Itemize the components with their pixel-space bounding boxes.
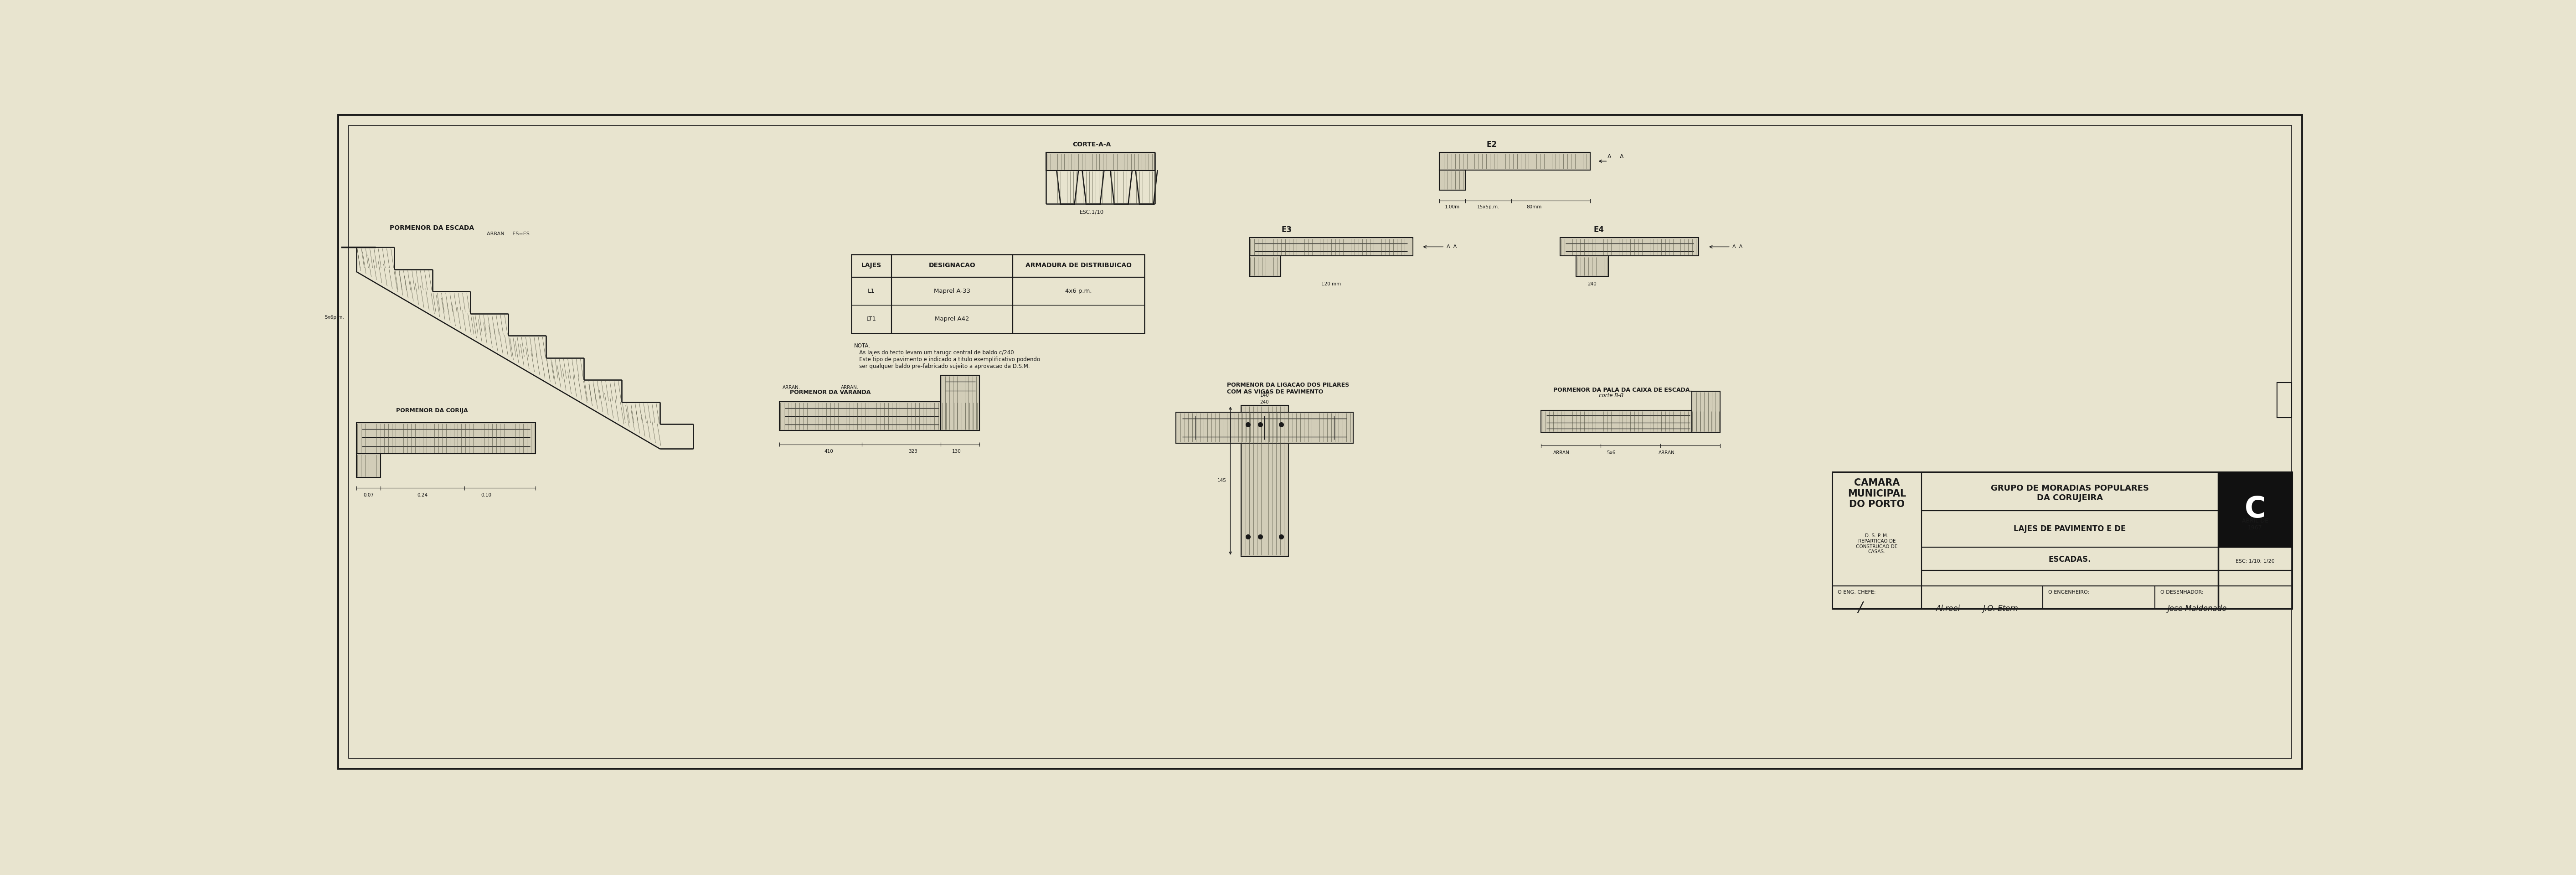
Bar [355,423,536,453]
Text: Jose Maldonado: Jose Maldonado [2166,605,2226,612]
Bar [1242,405,1288,556]
Text: NOTA:
   As lajes do tecto levam um tarugc central de baldo c/240.
   Este tipo : NOTA: As lajes do tecto levam um tarugc … [855,343,1041,369]
Bar [1249,238,1412,256]
Text: L1: L1 [868,288,876,294]
Text: ARRAN.: ARRAN. [1553,451,1571,455]
Text: ARRAN.: ARRAN. [840,385,858,390]
Text: ARRAN.: ARRAN. [1659,451,1677,455]
Text: 140: 140 [1260,393,1270,397]
Text: LAJES: LAJES [860,262,881,269]
Text: A  A: A A [1734,244,1741,249]
Text: ESCADAS.: ESCADAS. [2048,556,2092,564]
Text: E4: E4 [1595,226,1605,234]
Bar [1177,412,1352,443]
Text: 240: 240 [1260,400,1270,404]
Bar [2277,382,2293,417]
Text: A: A [1620,154,1623,159]
Text: 80mm: 80mm [1528,205,1540,209]
Text: 323: 323 [909,449,917,454]
Text: 15x5p.m.: 15x5p.m. [1476,205,1499,209]
Text: D. S. P. M.
REPARTICAO DE
CONSTRUCAO DE
CASAS.: D. S. P. M. REPARTICAO DE CONSTRUCAO DE … [1855,534,1899,554]
Text: 0.24: 0.24 [417,493,428,497]
Bar [1046,152,1154,171]
Text: 240: 240 [1587,282,1597,286]
Text: CORTE-A-A: CORTE-A-A [1072,141,1110,148]
Text: DESIGNACAO: DESIGNACAO [927,262,976,269]
Bar [1577,256,1607,276]
Bar [1440,152,1589,170]
Text: ARRAN.: ARRAN. [783,385,801,390]
Text: 120 mm: 120 mm [1321,282,1342,286]
Text: Al.reei: Al.reei [1937,605,1960,612]
Text: 130: 130 [953,449,961,454]
Text: 145: 145 [1216,479,1226,483]
Text: 1.00m: 1.00m [1445,205,1461,209]
Text: C: C [2244,495,2267,523]
Bar [850,255,1144,333]
Text: 5x6p.m.: 5x6p.m. [325,315,345,319]
Bar [2218,472,2293,548]
Text: J.O. Etern: J.O. Etern [1984,605,2020,612]
Text: /: / [1857,601,1862,614]
Text: Maprel A42: Maprel A42 [935,316,969,322]
Text: A: A [1607,154,1613,159]
Text: PORMENOR DA LIGACAO DOS PILARES
COM AS VIGAS DE PAVIMENTO: PORMENOR DA LIGACAO DOS PILARES COM AS V… [1226,382,1350,395]
Text: CAMARA
MUNICIPAL
DO PORTO: CAMARA MUNICIPAL DO PORTO [1847,479,1906,508]
Text: 4x6 p.m.: 4x6 p.m. [1064,288,1092,294]
Text: O DESENHADOR:: O DESENHADOR: [2161,590,2202,595]
Text: ESC: 1/10; 1/20: ESC: 1/10; 1/20 [2236,559,2275,564]
Text: corte B-B: corte B-B [1600,393,1623,399]
Bar [781,402,979,430]
Bar [1561,238,1698,256]
Text: LAJES DE PAVIMENTO E DE: LAJES DE PAVIMENTO E DE [2014,525,2125,533]
Text: LT1: LT1 [866,316,876,322]
Text: 5x6: 5x6 [1607,451,1615,455]
Text: ARRAN.    ES=ES: ARRAN. ES=ES [487,232,531,236]
Text: 0.07: 0.07 [363,493,374,497]
Text: E2: E2 [1486,140,1497,149]
Bar [940,375,979,430]
Text: A  A: A A [1445,244,1455,249]
Bar [1540,410,1721,432]
Text: E3: E3 [1280,226,1291,234]
Text: PORMENOR DA ESCADA: PORMENOR DA ESCADA [389,225,474,231]
Text: ABRIL DE
1967: ABRIL DE 1967 [2241,518,2269,531]
Bar [355,453,381,478]
Bar [1249,256,1280,276]
Text: PORMENOR DA CORIJA: PORMENOR DA CORIJA [397,408,469,413]
Text: Maprel A-33: Maprel A-33 [935,288,971,294]
Bar [1440,170,1466,191]
Text: GRUPO DE MORADIAS POPULARES
DA CORUJEIRA: GRUPO DE MORADIAS POPULARES DA CORUJEIRA [1991,484,2148,501]
Text: PORMENOR DA VARANDA: PORMENOR DA VARANDA [791,389,871,396]
Text: 410: 410 [824,449,832,454]
Text: ARMADURA DE DISTRIBUICAO: ARMADURA DE DISTRIBUICAO [1025,262,1131,269]
Text: 0.10: 0.10 [482,493,492,497]
Text: PORMENOR DA PALA DA CAIXA DE ESCADA.: PORMENOR DA PALA DA CAIXA DE ESCADA. [1553,387,1692,393]
Text: O ENGENHEIRO:: O ENGENHEIRO: [2048,590,2089,595]
Bar [1692,391,1721,432]
Text: O ENG. CHEFE:: O ENG. CHEFE: [1837,590,1875,595]
Text: ESC.1/10: ESC.1/10 [1079,209,1105,215]
Bar [1832,472,2293,609]
